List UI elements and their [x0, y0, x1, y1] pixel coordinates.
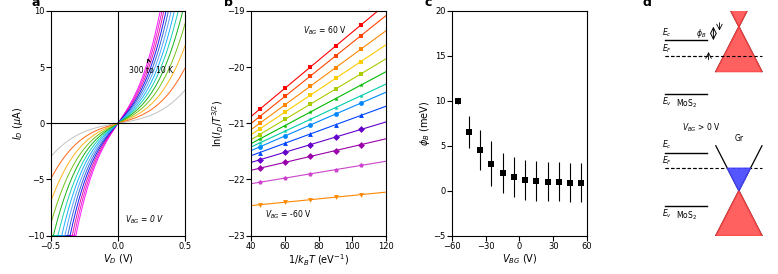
Y-axis label: $I_D$ ($\mu$A): $I_D$ ($\mu$A)	[12, 107, 26, 140]
Text: $\phi_B$: $\phi_B$	[696, 27, 706, 40]
Text: Gr: Gr	[734, 134, 744, 143]
Text: MoS$_2$: MoS$_2$	[675, 98, 696, 110]
X-axis label: $1/k_BT$ (eV$^{-1}$): $1/k_BT$ (eV$^{-1}$)	[288, 252, 349, 268]
X-axis label: $V_D$ (V): $V_D$ (V)	[103, 252, 133, 266]
Y-axis label: ln($I_D/T^{3/2}$): ln($I_D/T^{3/2}$)	[211, 100, 226, 147]
Text: $E_F$: $E_F$	[662, 42, 672, 55]
X-axis label: $V_{BG}$ (V): $V_{BG}$ (V)	[502, 252, 537, 266]
Text: $V_{BG}$ > 0 V: $V_{BG}$ > 0 V	[682, 121, 720, 133]
Text: a: a	[32, 0, 40, 10]
Polygon shape	[716, 27, 762, 72]
Y-axis label: $\phi_B$ (meV): $\phi_B$ (meV)	[418, 101, 432, 146]
Text: $E_c$: $E_c$	[662, 27, 672, 39]
Text: c: c	[425, 0, 433, 10]
Polygon shape	[716, 0, 762, 27]
Text: d: d	[643, 0, 652, 10]
Text: $E_v$: $E_v$	[662, 208, 672, 220]
Text: 300 to 10 K: 300 to 10 K	[129, 59, 173, 75]
Text: $E_c$: $E_c$	[662, 139, 672, 152]
Text: $E_F$: $E_F$	[662, 155, 672, 167]
Polygon shape	[716, 191, 762, 236]
Text: $V_{BG}$ = 60 V: $V_{BG}$ = 60 V	[303, 24, 346, 37]
Text: $E_v$: $E_v$	[662, 95, 672, 108]
Text: $V_{BG}$ = -60 V: $V_{BG}$ = -60 V	[265, 209, 311, 221]
Text: MoS$_2$: MoS$_2$	[675, 210, 696, 222]
Text: $V_{BG}$ = 0 V: $V_{BG}$ = 0 V	[124, 213, 164, 226]
Polygon shape	[727, 168, 751, 191]
Text: b: b	[224, 0, 233, 10]
